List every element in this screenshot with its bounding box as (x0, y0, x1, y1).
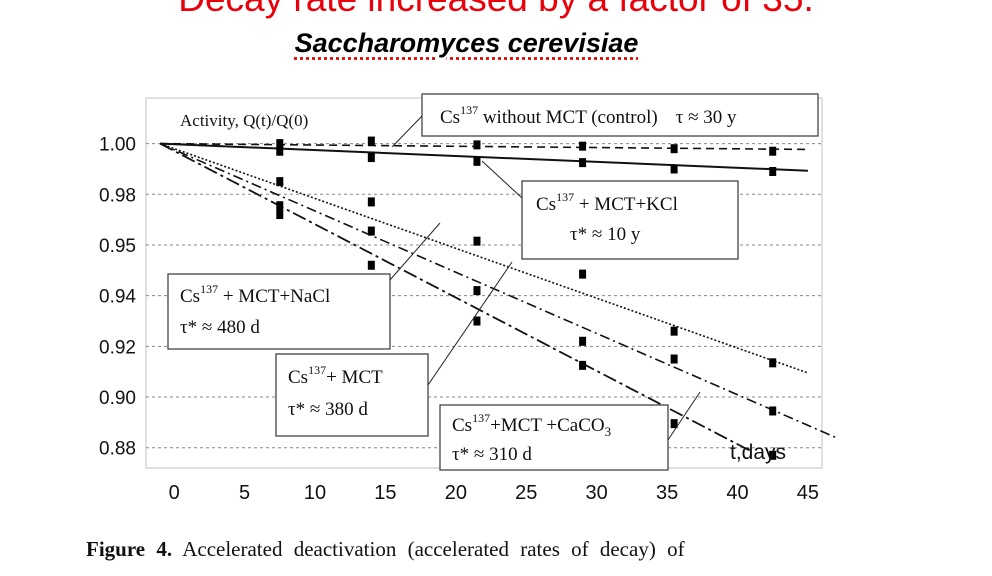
decay-chart: 0.88 0.90 0.92 0.94 0.95 0.98 1.00 0 5 10 15 20 25 30… (99, 93, 837, 504)
fit-line-series-3 (159, 142, 809, 374)
data-point-series-2 (473, 156, 481, 166)
data-point-series-1 (579, 141, 587, 151)
x-tick-label: 5 (239, 482, 250, 504)
data-point-series-3 (367, 197, 375, 207)
data-point-series-4 (473, 286, 481, 296)
x-tick-label: 0 (169, 482, 180, 504)
data-point-series-5 (769, 450, 777, 460)
y-tick-label: 0.92 (99, 337, 136, 358)
caption-text: Accelerated deactivation (accelerated ra… (182, 537, 685, 561)
data-point-series-3 (579, 269, 587, 279)
data-point-series-3 (670, 326, 678, 336)
x-tick-label: 15 (374, 482, 396, 504)
data-point-series-1 (769, 146, 777, 156)
data-point-series-4 (276, 201, 284, 211)
data-point-series-3 (276, 177, 284, 187)
data-point-series-2 (367, 153, 375, 163)
data-point-series-5 (473, 316, 481, 326)
svg-text:Cs137 + MCT+KCl: Cs137 + MCT+KCl (536, 190, 678, 215)
data-point-series-1 (473, 140, 481, 150)
data-point-series-2 (769, 166, 777, 176)
legend-caco3: Cs137+MCT +CaCO3 τ* ≈ 310 d (439, 391, 701, 471)
slide-title: Decay rate increased by a factor of 35. (0, 0, 992, 24)
data-point-series-5 (367, 260, 375, 270)
data-point-series-5 (579, 360, 587, 370)
data-point-series-2 (670, 164, 678, 174)
x-tick-label: 30 (586, 482, 608, 504)
data-point-series-4 (579, 336, 587, 346)
fit-lines (159, 142, 837, 453)
data-point-series-4 (769, 406, 777, 416)
figure-caption: Figure 4. Accelerated deactivation (acce… (86, 536, 846, 562)
x-tick-label: 45 (797, 482, 819, 504)
legend-mct: Cs137+ MCT τ* ≈ 380 d (275, 261, 513, 437)
legend-control-isotope: Cs (440, 107, 460, 128)
x-axis-label: t,days (730, 441, 786, 464)
data-point-series-5 (276, 210, 284, 220)
x-tick-label: 25 (515, 482, 537, 504)
y-tick-label: 1.00 (99, 135, 136, 156)
legend-control-tau: τ ≈ 30 y (676, 107, 737, 128)
fit-line-series-5 (159, 142, 752, 453)
data-point-series-3 (769, 358, 777, 368)
y-tick-label: 0.88 (99, 439, 136, 460)
data-point-series-5 (670, 419, 678, 429)
svg-text:τ* ≈ 380 d: τ* ≈ 380 d (288, 399, 368, 420)
y-axis-label: Activity, Q(t)/Q(0) (180, 111, 308, 130)
x-tick-label: 10 (304, 482, 326, 504)
svg-text:Cs137 without MCT (control)τ ≈: Cs137 without MCT (control) τ ≈ 30 y (440, 103, 737, 128)
svg-text:τ* ≈ 480 d: τ* ≈ 480 d (180, 317, 260, 338)
y-tick-label: 0.95 (99, 236, 136, 257)
fit-line-series-1 (160, 142, 808, 151)
subtitle-text: Saccharomyces cerevisiae (294, 28, 639, 58)
y-tick-label: 0.90 (99, 388, 136, 409)
y-tick-label: 0.98 (99, 185, 136, 206)
data-point-series-2 (579, 158, 587, 168)
svg-text:τ* ≈ 310 d: τ* ≈ 310 d (452, 444, 532, 465)
fit-line-series-4 (159, 142, 837, 439)
data-point-series-3 (473, 236, 481, 246)
legend-control: Cs137 without MCT (control) τ ≈ 30 y (391, 93, 819, 148)
data-point-series-1 (276, 139, 284, 149)
legend-kcl: Cs137 + MCT+KCl τ* ≈ 10 y (481, 160, 739, 260)
svg-text:Cs137+ MCT: Cs137+ MCT (288, 363, 383, 388)
legend-nacl: Cs137 + MCT+NaCl τ* ≈ 480 d (167, 222, 441, 350)
data-point-series-4 (670, 354, 678, 364)
data-point-series-4 (367, 226, 375, 236)
data-point-series-1 (670, 144, 678, 154)
slide-subtitle: Saccharomyces cerevisiae (0, 28, 933, 59)
x-tick-label: 20 (445, 482, 467, 504)
caption-label: Figure 4. (86, 537, 173, 561)
tick-labels: 0.88 0.90 0.92 0.94 0.95 0.98 1.00 0 5 10 15 20 25 30… (99, 135, 819, 504)
x-tick-label: 40 (726, 482, 748, 504)
y-tick-label: 0.94 (99, 287, 136, 308)
fit-line-series-2 (160, 142, 808, 172)
data-point-series-2 (276, 146, 284, 156)
data-point-series-1 (367, 136, 375, 146)
data-points (276, 136, 777, 460)
x-tick-label: 35 (656, 482, 678, 504)
svg-text:τ* ≈ 10 y: τ* ≈ 10 y (570, 224, 641, 245)
